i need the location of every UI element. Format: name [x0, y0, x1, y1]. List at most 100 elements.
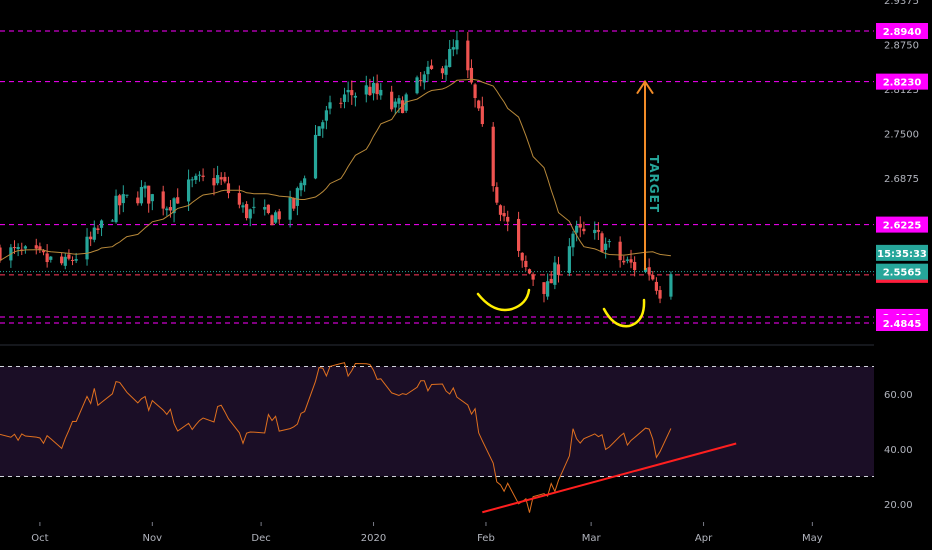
candle-body — [292, 197, 296, 209]
time-tick-label: Nov — [143, 533, 163, 544]
price-tick-label: 2.9375 — [884, 0, 919, 7]
candle-body — [321, 122, 325, 129]
candle-body — [502, 213, 506, 217]
price-level-badge — [876, 23, 928, 39]
candle-body — [89, 236, 93, 240]
candle-body — [45, 253, 49, 263]
candle-body — [371, 82, 376, 94]
candle-body — [524, 260, 528, 268]
price-level-badge — [876, 73, 928, 90]
time-tick-label: Feb — [477, 533, 495, 544]
candle-body — [390, 91, 394, 110]
time-tick-label: Dec — [251, 533, 270, 544]
candle-body — [582, 228, 586, 232]
time-tick-label: May — [802, 533, 823, 544]
candle-body — [96, 228, 100, 231]
candle-body — [350, 90, 354, 96]
candle-body — [299, 182, 303, 191]
candle-body — [63, 256, 67, 266]
candle-body — [473, 84, 477, 99]
price-pane[interactable] — [0, 30, 874, 324]
candle-body — [328, 102, 332, 109]
candle-body — [440, 68, 445, 74]
candle-body — [527, 269, 532, 274]
candle-body — [480, 106, 484, 125]
rsi-pane[interactable] — [0, 362, 874, 513]
candle-body — [172, 198, 176, 214]
price-level-badge — [876, 315, 928, 331]
candle-body — [379, 89, 383, 96]
candle-body — [237, 193, 241, 205]
candle-body — [38, 246, 42, 250]
candle-body — [85, 236, 89, 260]
candle-body — [520, 252, 524, 261]
candle-body — [651, 275, 655, 280]
candle-body — [245, 204, 249, 219]
candle-body — [313, 134, 318, 179]
candle-body — [317, 126, 321, 136]
price-tick-label: 2.6875 — [884, 174, 919, 185]
candle-body — [212, 178, 216, 186]
rsi-axis[interactable]: 60.00 40.00 20.00 — [884, 390, 913, 511]
candle-body — [415, 77, 419, 94]
target-annotation: TARGET — [647, 155, 661, 213]
candle-body — [491, 126, 495, 187]
target-arrow-head — [636, 79, 654, 95]
candle-body — [578, 223, 582, 228]
candle-body — [375, 83, 379, 95]
candle-body — [495, 187, 499, 203]
candle-body — [455, 40, 459, 50]
candle-body — [506, 216, 510, 222]
candle-body — [607, 241, 611, 243]
rsi-tick-label: 60.00 — [884, 390, 913, 401]
candle-body — [469, 67, 474, 83]
candle-body — [23, 246, 27, 249]
candle-body — [121, 194, 125, 204]
candle-body — [556, 264, 561, 275]
candle-body — [168, 207, 173, 211]
candle-body — [99, 220, 104, 228]
candle-body — [643, 267, 648, 272]
candle-body — [604, 243, 608, 250]
candle-body — [567, 246, 571, 273]
candle-body — [669, 274, 673, 297]
candle-body — [136, 197, 140, 204]
time-tick-label: 2020 — [361, 533, 386, 544]
candle-body — [324, 110, 328, 121]
price-level-label: 2.6225 — [883, 221, 922, 232]
price-axis[interactable]: 2.93752.87502.81252.75002.68752.62502.56… — [876, 0, 928, 331]
candle-body — [339, 102, 343, 104]
candle-body — [277, 211, 281, 220]
candle-body — [419, 80, 423, 82]
candle-body — [625, 259, 629, 261]
candle-body — [593, 229, 597, 234]
candle-body — [125, 194, 129, 196]
candle-body — [571, 233, 575, 248]
candle-body — [219, 177, 223, 180]
candle-body — [647, 267, 651, 275]
candle-body — [270, 215, 274, 226]
price-level-label: 2.8940 — [883, 27, 922, 38]
candle-body — [161, 191, 165, 209]
candle-body — [67, 254, 71, 259]
price-level-badge — [876, 263, 928, 280]
rsi-tick-label: 20.00 — [884, 500, 913, 511]
candle-body — [549, 278, 553, 284]
candle-body — [74, 259, 78, 261]
candle-body — [426, 66, 430, 75]
countdown-label: 15:35:33 — [877, 249, 927, 260]
candle-body — [49, 256, 53, 260]
time-axis[interactable]: Oct Nov Dec 2020 Feb Mar Apr May — [31, 522, 823, 544]
candle-body — [546, 281, 550, 297]
candle-body — [596, 230, 600, 232]
candle-body — [60, 256, 64, 264]
candle-body — [186, 179, 191, 202]
candle-body — [346, 89, 350, 93]
candle-body — [252, 206, 256, 208]
candle-body — [295, 188, 299, 206]
candle-body — [194, 175, 198, 180]
candle-body — [368, 86, 372, 96]
candle-body — [16, 247, 20, 250]
candle-body — [466, 40, 470, 71]
